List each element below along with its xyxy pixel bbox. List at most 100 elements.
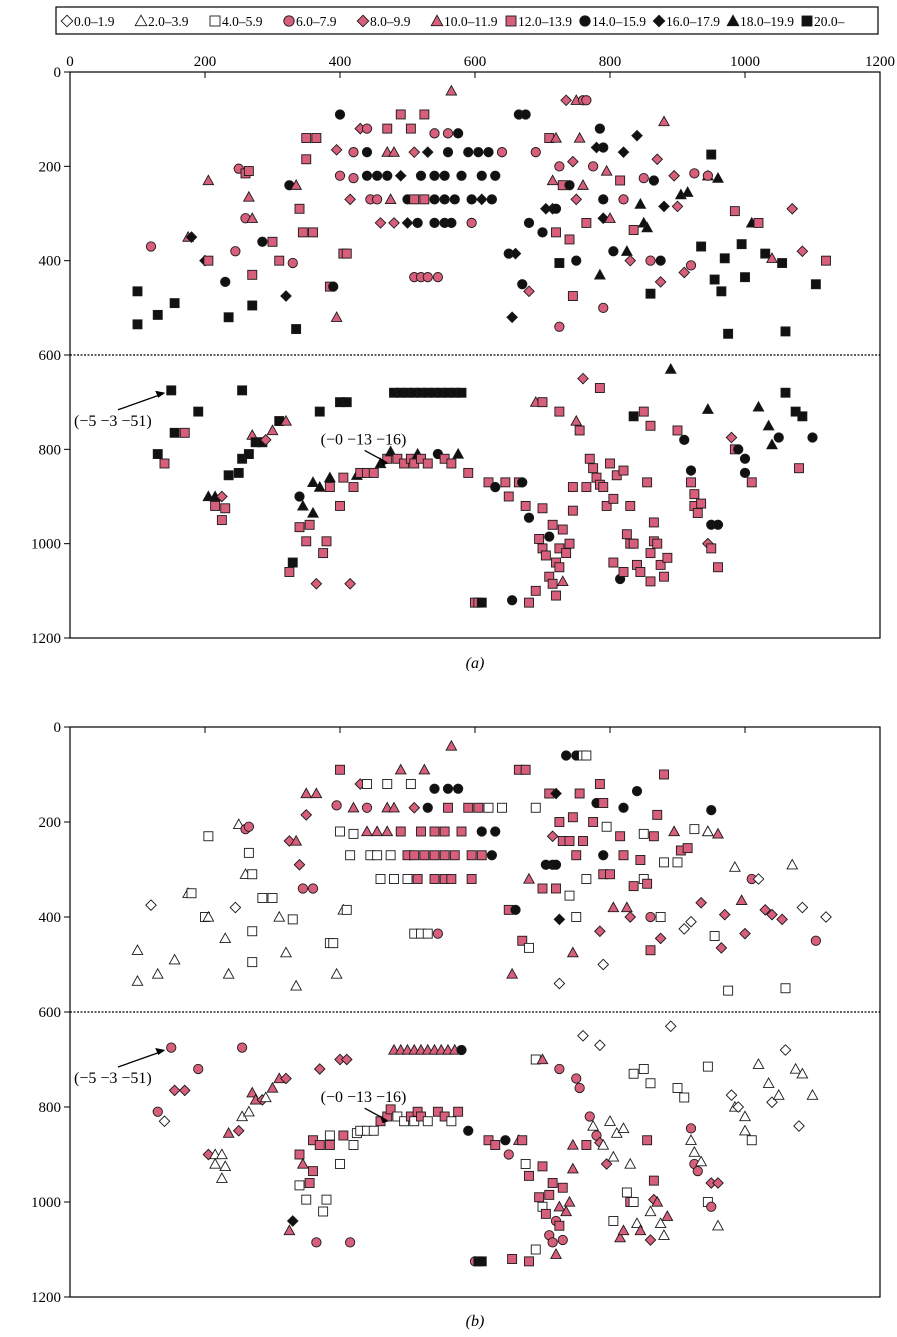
data-point xyxy=(452,447,465,459)
data-point xyxy=(475,193,488,206)
data-point xyxy=(644,1205,657,1217)
data-point xyxy=(593,268,606,280)
data-point xyxy=(706,149,717,160)
legend-label-2: 2.0–3.9 xyxy=(148,14,189,29)
data-point xyxy=(500,1135,511,1146)
data-point xyxy=(340,1053,353,1066)
data-point xyxy=(348,147,359,158)
data-point xyxy=(307,883,319,894)
data-point xyxy=(786,858,799,870)
legend-marker-7 xyxy=(505,15,517,27)
x-tick-label: 800 xyxy=(599,54,622,70)
annotation-label: (−0 −13 −16) xyxy=(321,1089,407,1106)
y-tick-label: 0 xyxy=(54,720,62,736)
data-point xyxy=(151,967,164,979)
data-point xyxy=(796,1067,809,1079)
data-point xyxy=(573,131,586,143)
data-point xyxy=(419,850,430,861)
data-point xyxy=(243,847,254,858)
data-point xyxy=(789,1062,802,1074)
data-point xyxy=(222,1126,235,1138)
data-point xyxy=(648,175,660,186)
data-point xyxy=(381,825,394,837)
data-point xyxy=(692,1165,703,1177)
data-point xyxy=(385,850,396,861)
legend-label-10: 18.0–19.9 xyxy=(740,14,794,29)
data-point xyxy=(242,190,255,202)
data-point xyxy=(645,911,656,923)
data-point xyxy=(598,482,609,493)
data-point xyxy=(429,217,440,229)
annotation-label: (−5 −3 −51) xyxy=(74,413,152,430)
data-point xyxy=(520,500,531,511)
data-point xyxy=(311,1237,322,1248)
data-point xyxy=(685,915,697,928)
data-point xyxy=(601,500,612,511)
data-point xyxy=(247,926,258,937)
data-point xyxy=(615,175,626,186)
data-point xyxy=(739,1124,751,1136)
y-tick-label: 800 xyxy=(39,442,62,458)
data-point xyxy=(561,548,572,559)
legend-label-6: 10.0–11.9 xyxy=(444,14,498,29)
y-tick-label: 600 xyxy=(39,1005,62,1021)
data-point xyxy=(659,857,669,868)
data-point xyxy=(324,1140,335,1150)
data-point xyxy=(321,536,332,547)
data-point xyxy=(662,552,673,563)
data-point xyxy=(587,161,599,172)
data-point xyxy=(215,1172,228,1183)
data-point xyxy=(563,1195,576,1207)
data-point xyxy=(557,1234,568,1246)
data-point xyxy=(159,458,170,469)
y-tick-label: 200 xyxy=(39,815,62,831)
data-point xyxy=(641,221,654,233)
data-point xyxy=(628,881,639,892)
data-point xyxy=(456,826,467,837)
data-point xyxy=(524,942,534,953)
data-point xyxy=(807,432,818,443)
data-point xyxy=(247,269,258,280)
data-point xyxy=(581,1140,592,1150)
annotation-label: (−5 −3 −51) xyxy=(74,1070,152,1087)
data-point xyxy=(709,274,720,285)
data-point xyxy=(246,1086,259,1098)
data-point xyxy=(550,859,562,870)
data-point xyxy=(618,850,629,861)
data-point xyxy=(335,764,345,775)
data-point xyxy=(361,170,373,181)
data-point xyxy=(524,1256,534,1267)
data-point xyxy=(242,1105,255,1117)
data-point xyxy=(308,1166,318,1177)
data-point xyxy=(654,1217,667,1229)
data-point xyxy=(793,1120,805,1132)
data-point xyxy=(607,901,620,913)
annotation-arrowhead xyxy=(379,457,389,466)
data-point xyxy=(702,170,714,181)
data-point xyxy=(323,471,336,483)
data-points xyxy=(131,739,832,1267)
x-tick-label: 0 xyxy=(66,54,74,70)
legend-label-11: 20.0– xyxy=(814,14,845,29)
data-point xyxy=(301,154,312,165)
data-point xyxy=(517,935,528,946)
data-point xyxy=(564,180,575,191)
data-point xyxy=(296,1157,309,1169)
data-point xyxy=(318,1206,329,1217)
data-point xyxy=(631,1217,643,1229)
data-point xyxy=(634,197,647,209)
data-point xyxy=(476,597,487,608)
data-point xyxy=(168,953,181,965)
data-point xyxy=(766,908,778,921)
data-point xyxy=(442,128,454,139)
data-point xyxy=(179,427,190,438)
data-point xyxy=(429,170,440,181)
data-point xyxy=(304,1178,315,1188)
data-point xyxy=(659,769,669,780)
data-point xyxy=(321,1194,332,1205)
data-point xyxy=(368,1125,379,1136)
data-point xyxy=(524,1170,534,1181)
data-point xyxy=(429,194,440,205)
data-point xyxy=(463,147,474,158)
data-point xyxy=(506,967,519,979)
